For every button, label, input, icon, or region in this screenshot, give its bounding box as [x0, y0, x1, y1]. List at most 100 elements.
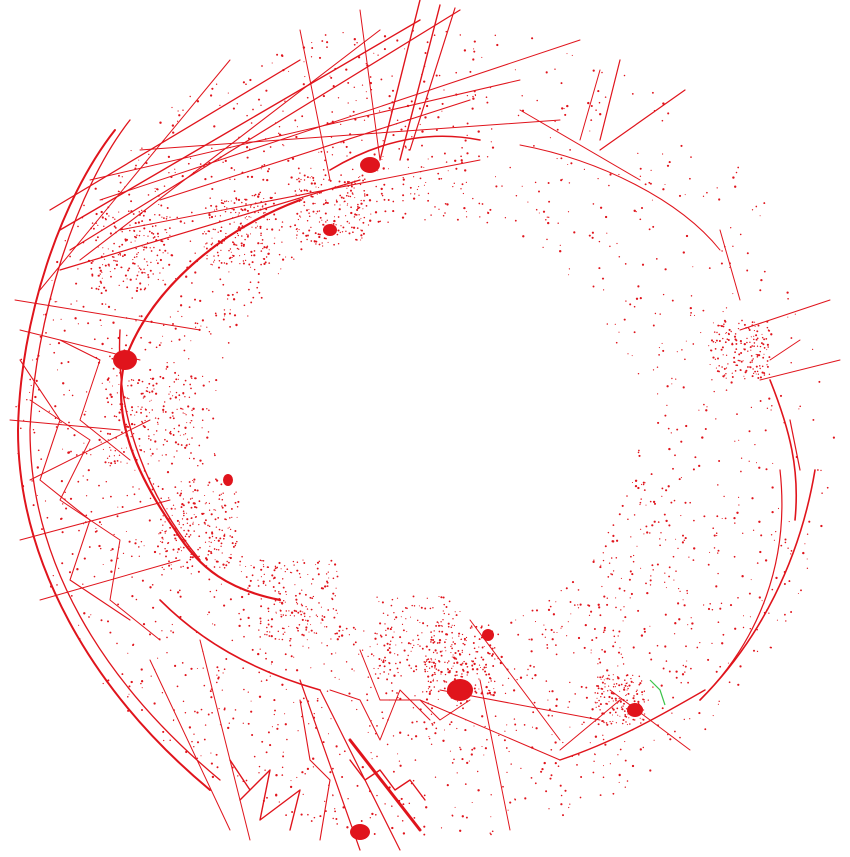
observation-point — [113, 222, 115, 224]
observation-point — [149, 497, 152, 500]
observation-point — [404, 48, 406, 50]
observation-point — [324, 810, 327, 813]
observation-point — [184, 433, 187, 435]
observation-point — [99, 269, 102, 272]
observation-point — [407, 642, 410, 645]
observation-point — [57, 342, 61, 345]
observation-point — [434, 672, 436, 674]
observation-point — [598, 705, 600, 707]
observation-point — [224, 510, 227, 513]
observation-point — [653, 110, 656, 112]
observation-point — [509, 166, 511, 169]
observation-point — [450, 645, 452, 648]
observation-point — [284, 653, 287, 656]
observation-point — [113, 242, 115, 245]
observation-point — [249, 591, 251, 593]
observation-point — [229, 528, 232, 531]
observation-point — [592, 69, 595, 72]
observation-point — [353, 43, 356, 46]
observation-point — [260, 200, 263, 203]
observation-point — [447, 625, 450, 628]
observation-point — [93, 338, 96, 341]
observation-point — [236, 540, 238, 543]
observation-point — [391, 636, 394, 639]
observation-point — [726, 332, 728, 334]
observation-point — [513, 668, 516, 670]
observation-point — [147, 274, 149, 276]
observation-point — [640, 567, 642, 569]
observation-point — [450, 626, 453, 629]
observation-point — [460, 663, 463, 666]
observation-point — [609, 720, 611, 723]
observation-point — [681, 673, 685, 676]
observation-point — [755, 205, 758, 208]
observation-point — [400, 616, 402, 618]
observation-point — [382, 167, 385, 170]
observation-point — [162, 408, 165, 412]
observation-point — [301, 771, 304, 774]
observation-point — [465, 211, 467, 213]
observation-point — [508, 750, 510, 753]
observation-point — [768, 397, 771, 400]
observation-point — [455, 658, 458, 660]
observation-point — [601, 676, 604, 678]
observation-point — [184, 426, 187, 429]
observation-point — [570, 162, 573, 165]
observation-point — [419, 177, 422, 180]
observation-point — [528, 638, 530, 641]
observation-point — [162, 411, 164, 413]
observation-point — [434, 649, 437, 652]
observation-point — [218, 498, 221, 500]
observation-point — [490, 678, 492, 680]
observation-point — [270, 625, 273, 628]
observation-point — [637, 285, 640, 288]
observation-point — [732, 245, 734, 247]
observation-point — [620, 609, 622, 611]
observation-point — [388, 107, 391, 110]
observation-point — [260, 232, 262, 235]
observation-point — [385, 692, 388, 695]
observation-point — [105, 480, 108, 483]
observation-point — [383, 35, 387, 38]
observation-point — [435, 128, 438, 132]
observation-point — [365, 205, 368, 207]
observation-point — [646, 531, 649, 534]
observation-point — [444, 673, 447, 676]
observation-point — [692, 559, 695, 561]
observation-point — [340, 142, 342, 144]
observation-point — [326, 201, 329, 205]
observation-point — [117, 336, 120, 340]
observation-point — [130, 555, 133, 558]
observation-point — [451, 631, 453, 634]
observation-point — [267, 252, 270, 255]
observation-point — [616, 676, 619, 678]
observation-point — [348, 692, 351, 695]
observation-point — [332, 767, 334, 770]
observation-point — [763, 347, 766, 349]
observation-point — [111, 547, 114, 551]
observation-point — [626, 699, 628, 702]
observation-point — [209, 197, 211, 199]
observation-point — [267, 619, 270, 622]
observation-point — [589, 742, 591, 744]
observation-point — [267, 731, 270, 734]
observation-point — [347, 185, 350, 187]
observation-point — [169, 430, 172, 433]
observation-point — [263, 150, 265, 153]
observation-point — [192, 171, 196, 174]
observation-point — [145, 390, 148, 392]
observation-point — [425, 645, 428, 648]
observation-point — [630, 592, 633, 596]
observation-point — [290, 176, 293, 179]
observation-point — [356, 208, 359, 212]
observation-point — [64, 498, 66, 500]
observation-point — [723, 323, 725, 326]
observation-point — [263, 246, 266, 249]
observation-point — [583, 721, 585, 724]
observation-point — [327, 733, 330, 735]
observation-point — [684, 665, 687, 668]
observation-point — [204, 523, 206, 525]
observation-point — [652, 225, 655, 228]
observation-point — [804, 543, 806, 545]
observation-point — [178, 521, 180, 523]
